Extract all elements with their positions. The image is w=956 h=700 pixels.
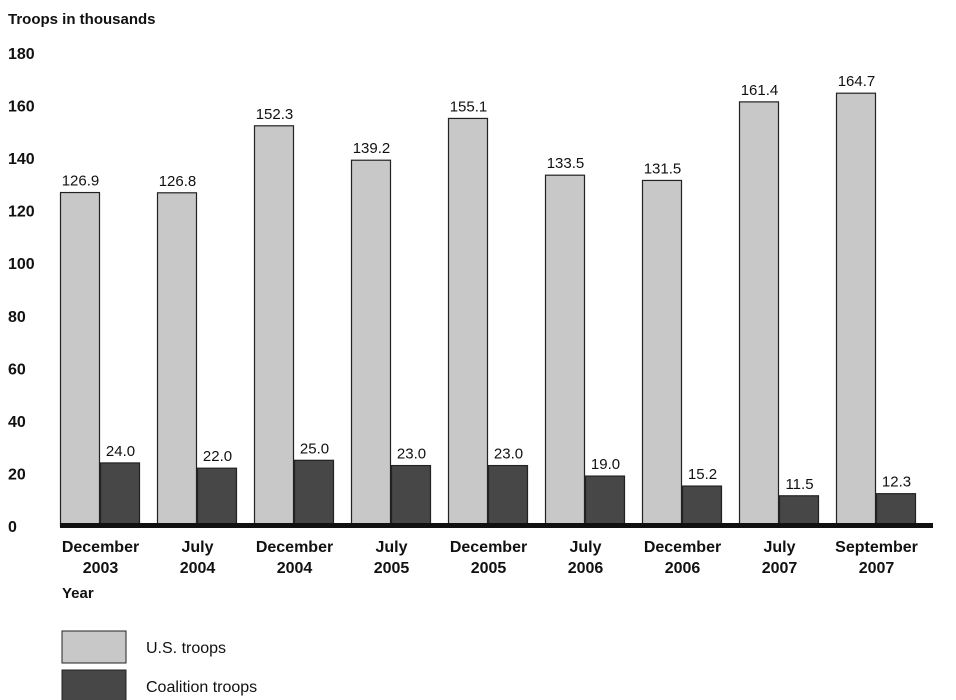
bar-value-label: 15.2 [688, 466, 717, 483]
data-labels: 126.9 24.0 126.8 22.0 152.3 25.0 139.2 23.0 155.… [62, 73, 911, 493]
y-tick-label: 100 [8, 256, 35, 273]
bar-value-label: 161.4 [741, 82, 779, 99]
coalition-troops-bar [293, 459, 335, 527]
x-category-label: 2005 [374, 560, 410, 577]
legend-swatch-us-troops [61, 630, 127, 664]
bar-value-label: 23.0 [494, 446, 523, 463]
coalition-troops-bar [681, 485, 723, 527]
bar-value-label: 25.0 [300, 440, 329, 457]
coalition-troops-bar [99, 462, 141, 527]
coalition-troops-bar [196, 467, 238, 527]
y-tick-label: 20 [8, 466, 26, 483]
x-category-label: December [644, 539, 721, 556]
x-category-label: July [375, 539, 407, 556]
bar-value-label: 22.0 [203, 448, 232, 465]
us-troops-bar [641, 179, 683, 527]
x-category-label: 2006 [665, 560, 701, 577]
bar-value-label: 24.0 [106, 443, 135, 460]
x-category-label: 2004 [277, 560, 313, 577]
us-troops-bar [738, 101, 780, 527]
bar-value-label: 155.1 [450, 98, 488, 115]
x-category-label: July [181, 539, 213, 556]
y-tick-label: 160 [8, 99, 35, 116]
x-axis-title: Year [62, 585, 94, 602]
us-troops-bar [59, 191, 101, 527]
us-troops-bar [835, 92, 877, 527]
bar-value-label: 11.5 [785, 476, 813, 493]
bar-value-label: 139.2 [353, 140, 391, 157]
coalition-troops-bar [875, 493, 917, 527]
coalition-troops-bar [584, 475, 626, 527]
x-category-label: 2007 [762, 560, 798, 577]
x-axis-baseline [60, 523, 933, 528]
bar-value-label: 152.3 [256, 106, 294, 123]
coalition-troops-bar [778, 495, 820, 527]
legend-label: Coalition troops [146, 679, 257, 696]
us-troops-bar [253, 125, 295, 527]
x-category-label: 2005 [471, 560, 507, 577]
x-category-label: 2006 [568, 560, 604, 577]
y-tick-label: 40 [8, 414, 26, 431]
y-tick-label: 60 [8, 361, 26, 378]
us-troops-bar [350, 159, 392, 527]
bar-value-label: 19.0 [591, 456, 620, 473]
x-category-label: July [763, 539, 795, 556]
bars [59, 92, 917, 527]
x-category-label: September [835, 539, 918, 556]
us-troops-bar [156, 192, 198, 527]
y-tick-label: 180 [8, 46, 35, 63]
x-category-label: 2003 [83, 560, 119, 577]
legend-swatch-coalition-troops [61, 669, 127, 700]
us-troops-bar [544, 174, 586, 527]
us-troops-bar [447, 117, 489, 527]
y-tick-label: 120 [8, 204, 35, 221]
bar-value-label: 164.7 [838, 73, 876, 90]
y-axis-ticks: 0 20 40 60 80 100 120 140 160 180 [8, 46, 35, 536]
x-category-label: December [256, 539, 333, 556]
x-axis-categories: December 2003 July 2004 December 2004 July 2005… [62, 539, 918, 577]
y-axis-title: Troops in thousands [8, 11, 156, 28]
legend: U.S. troops Coalition troops [61, 630, 257, 700]
y-tick-label: 140 [8, 151, 35, 168]
coalition-troops-bar [487, 464, 529, 527]
x-category-label: December [62, 539, 139, 556]
legend-label: U.S. troops [146, 640, 226, 657]
coalition-troops-bar [390, 464, 432, 527]
bar-value-label: 133.5 [547, 155, 585, 172]
bar-value-label: 23.0 [397, 446, 426, 463]
x-category-label: 2007 [859, 560, 895, 577]
x-category-label: July [569, 539, 601, 556]
bar-value-label: 12.3 [882, 474, 911, 491]
x-category-label: 2004 [180, 560, 216, 577]
bar-value-label: 131.5 [644, 160, 682, 177]
y-tick-label: 80 [8, 309, 26, 326]
bar-value-label: 126.9 [62, 173, 100, 190]
bar-value-label: 126.8 [159, 173, 197, 190]
x-category-label: December [450, 539, 527, 556]
y-tick-label: 0 [8, 519, 17, 536]
